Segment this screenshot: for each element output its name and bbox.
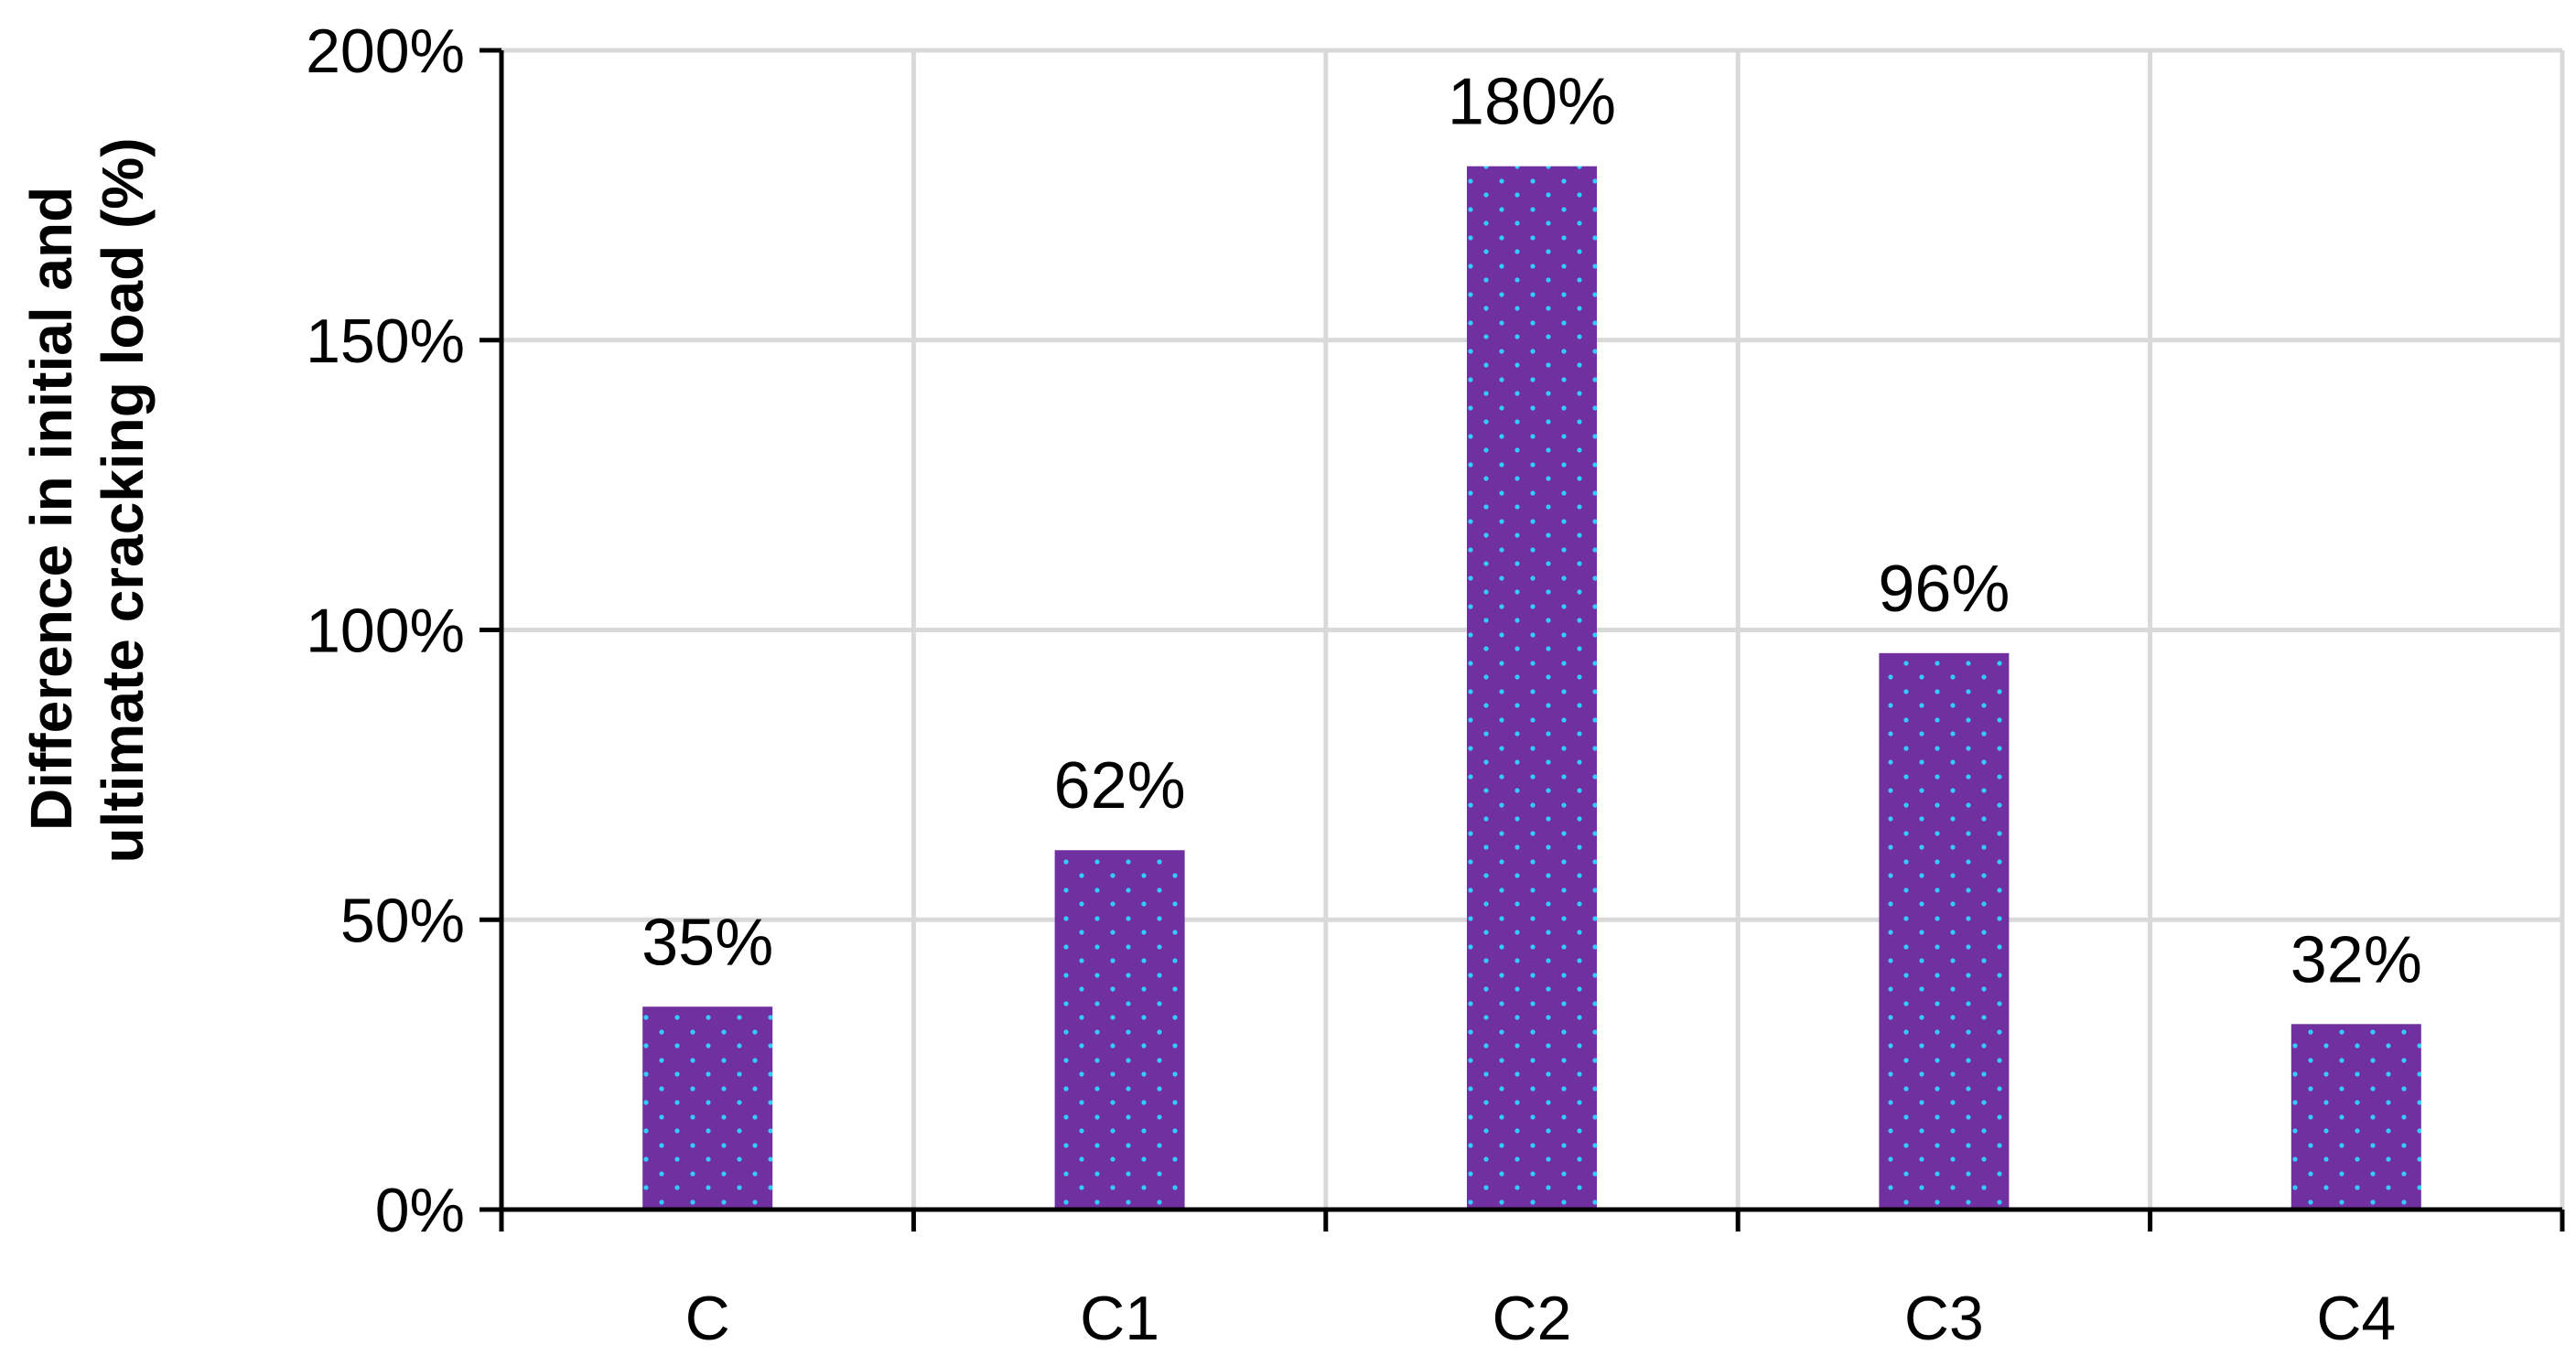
data-label-c1: 62% (1054, 749, 1186, 823)
bar-c4 (2290, 1024, 2421, 1210)
y-axis-label-line-2: ultimate cracking load (%) (90, 137, 156, 863)
data-label-c4: 32% (2290, 923, 2422, 996)
x-tick-label-c1: C1 (1080, 1284, 1159, 1353)
x-tick-label-c3: C3 (1904, 1284, 1984, 1353)
x-tick-labels: C C1 C2 C3 C4 (685, 1284, 2397, 1353)
y-tick-label: 100% (306, 597, 465, 666)
y-tick-label: 50% (340, 886, 465, 955)
bar-c (642, 1006, 773, 1210)
x-tick-label-c: C (685, 1284, 730, 1353)
data-label-c3: 96% (1878, 553, 2010, 626)
bar-c2 (1467, 166, 1597, 1210)
y-axis-label-line-1: Difference in initial and (18, 187, 84, 831)
axes (480, 48, 2565, 1232)
data-labels: 35% 62% 180% 96% 32% (641, 66, 2422, 997)
x-tick-label-c2: C2 (1493, 1284, 1572, 1353)
x-tick-label-c4: C4 (2316, 1284, 2396, 1353)
y-axis-label: Difference in initial and ultimate crack… (18, 137, 156, 863)
data-label-c2: 180% (1448, 66, 1616, 139)
y-tick-label: 0% (375, 1176, 465, 1245)
bar-c3 (1879, 652, 2010, 1210)
y-tick-label: 200% (306, 16, 465, 86)
bar-c1 (1054, 850, 1185, 1210)
y-tick-label: 150% (306, 307, 465, 376)
data-label-c: 35% (641, 906, 773, 979)
y-tick-labels: 0% 50% 100% 150% 200% (306, 16, 465, 1245)
bars (642, 166, 2421, 1210)
